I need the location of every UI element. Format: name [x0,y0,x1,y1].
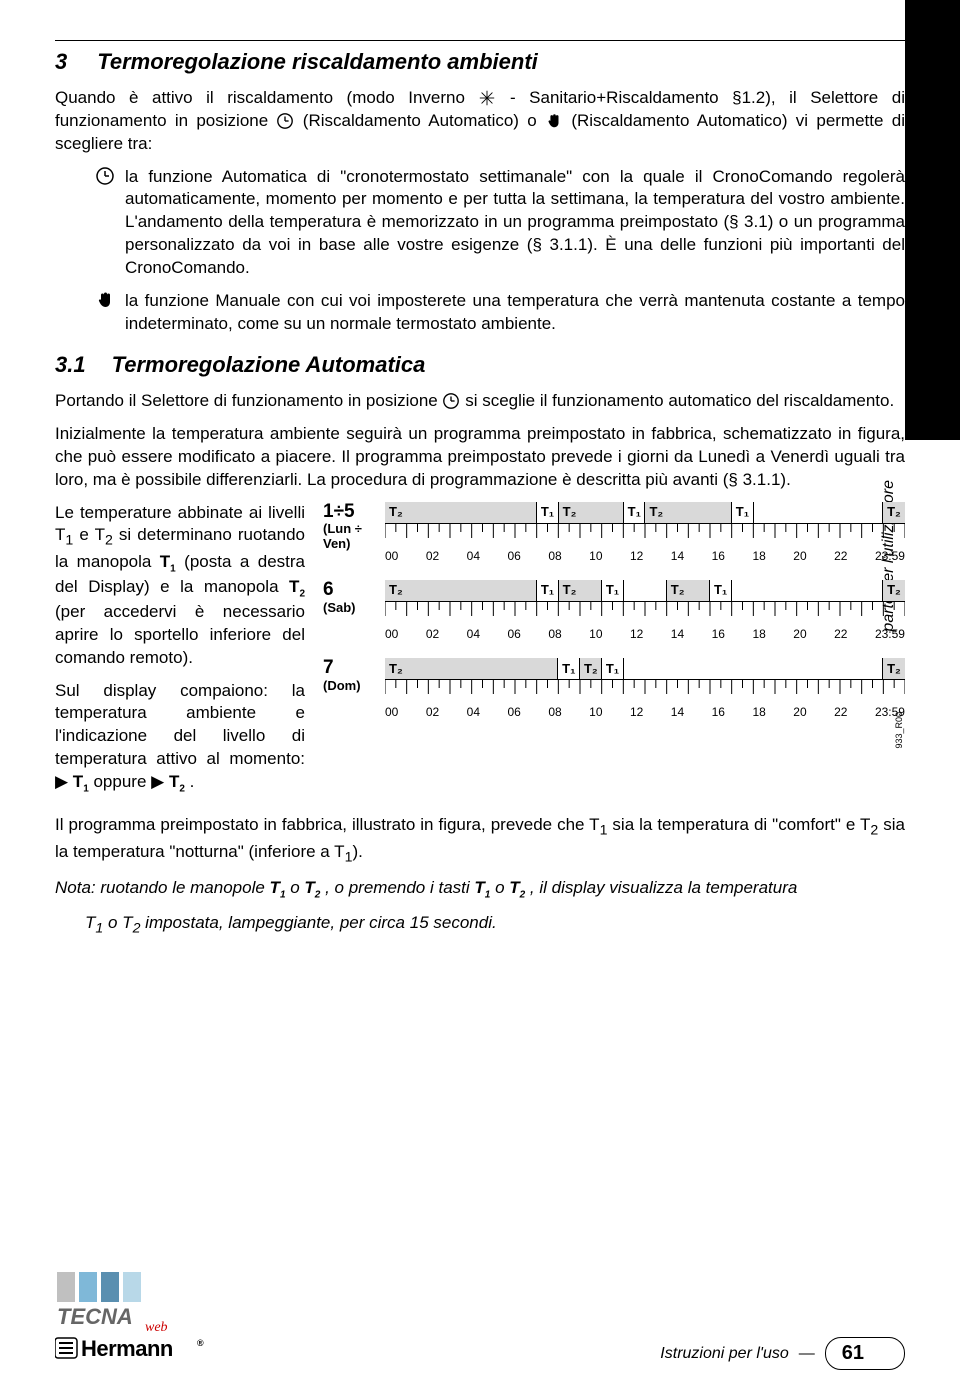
time-ruler [385,524,905,550]
svg-text:TECNA: TECNA [57,1304,133,1329]
page-content: 3 Termoregolazione riscaldamento ambient… [0,0,960,939]
ruler-labels: 00020406081012141618202223:59 [385,548,905,564]
display-para: Sul display compaiono: la temperatura am… [55,680,305,797]
zone-segment: T₂ [580,658,602,679]
zone-segment [754,502,883,523]
hermann-brand: Hermann ® [55,1336,205,1370]
time-ruler [385,680,905,706]
clock-icon [276,112,294,130]
footer-label: Istruzioni per l'uso [660,1343,788,1365]
chart-row: 1÷5(Lun ÷ Ven)T₂T₁T₂T₁T₂T₁T₂000204060810… [323,502,905,564]
sub-intro: Portando il Selettore di funzionamento i… [55,390,905,413]
zone-segment: T₁ [732,502,754,523]
zone-segment: T₂ [559,502,624,523]
hand-icon [95,290,117,336]
note-line-2: T1 o T2 impostata, lampeggiante, per cir… [55,912,905,939]
section-title: Termoregolazione riscaldamento ambienti [97,47,538,77]
zone-segment: T₂ [667,580,710,601]
ecotecna-logo: TECNA web [55,1266,190,1336]
footer-right: Istruzioni per l'uso — 61 [660,1337,905,1370]
svg-text:®: ® [197,1338,204,1348]
zone-segment: T₁ [602,658,624,679]
subsection-heading: 3.1 Termoregolazione Automatica [55,350,905,380]
zone-segment: T₂ [645,502,731,523]
time-ruler [385,602,905,628]
zone-segment: T₁ [710,580,732,601]
zone-segment: T₁ [624,502,646,523]
figure-section: Le temperature abbinate ai livelli T1 e … [55,502,905,807]
auto-function-block: la funzione Automatica di "cronotermosta… [55,166,905,281]
section-heading: 3 Termoregolazione riscaldamento ambient… [55,47,905,77]
day-label: 1÷5(Lun ÷ Ven) [323,502,377,551]
timeline-chart: T₂T₁T₂T₁T₂00020406081012141618202223:59 [385,658,905,720]
day-label: 7(Dom) [323,658,377,693]
zone-segment: T₂ [385,658,558,679]
day-label: 6(Sab) [323,580,377,615]
figure-code: 933_R00 [893,712,905,749]
top-rule [55,40,905,41]
clock-icon [442,392,460,410]
page-number: 61 [825,1337,905,1370]
zone-segment: T₁ [558,658,580,679]
clock-icon [95,166,117,281]
page-footer: TECNA web Hermann ® Istruzioni per l'uso… [55,1266,905,1370]
timeline-chart: T₂T₁T₂T₁T₂T₁T₂00020406081012141618202223… [385,502,905,564]
manual-function-block: la funzione Manuale con cui voi imposter… [55,290,905,336]
section-number: 3 [55,47,67,77]
footer-left: TECNA web Hermann ® [55,1266,205,1370]
snowflake-icon [478,89,496,107]
hand-icon [545,112,563,130]
manual-function-text: la funzione Manuale con cui voi imposter… [125,290,905,336]
zone-segment: T₂ [883,502,905,523]
auto-function-text: la funzione Automatica di "cronotermosta… [125,166,905,281]
ruler-labels: 00020406081012141618202223:59 [385,704,905,720]
chart-row: 6(Sab)T₂T₁T₂T₁T₂T₁T₂00020406081012141618… [323,580,905,642]
note-line-1: Nota: ruotando le manopole T1 o T2 , o p… [55,877,905,902]
ruler-labels: 00020406081012141618202223:59 [385,626,905,642]
zone-segment [732,580,883,601]
chart-row: 7(Dom)T₂T₁T₂T₁T₂000204060810121416182022… [323,658,905,720]
intro-paragraph: Quando è attivo il riscaldamento (modo I… [55,87,905,156]
svg-text:Hermann: Hermann [81,1336,173,1361]
svg-text:web: web [145,1320,168,1335]
subsection-title: Termoregolazione Automatica [112,350,426,380]
subsection-number: 3.1 [55,350,86,380]
zone-segment [624,580,667,601]
program-description: Inizialmente la temperatura ambiente seg… [55,423,905,492]
zone-segment: T₂ [883,580,905,601]
zone-segment [624,658,883,679]
zone-segment: T₂ [883,658,905,679]
left-column: Le temperature abbinate ai livelli T1 e … [55,502,305,807]
temp-levels-para: Le temperature abbinate ai livelli T1 e … [55,502,305,670]
timeline-chart: T₂T₁T₂T₁T₂T₁T₂00020406081012141618202223… [385,580,905,642]
zone-segment: T₁ [537,502,559,523]
charts-column: 933_R00 1÷5(Lun ÷ Ven)T₂T₁T₂T₁T₂T₁T₂0002… [323,502,905,807]
zone-segment: T₁ [537,580,559,601]
zone-segment: T₂ [385,502,537,523]
zone-segment: T₁ [602,580,624,601]
comfort-para: Il programma preimpostato in fabbrica, i… [55,814,905,867]
zone-segment: T₂ [385,580,537,601]
zone-segment: T₂ [559,580,602,601]
